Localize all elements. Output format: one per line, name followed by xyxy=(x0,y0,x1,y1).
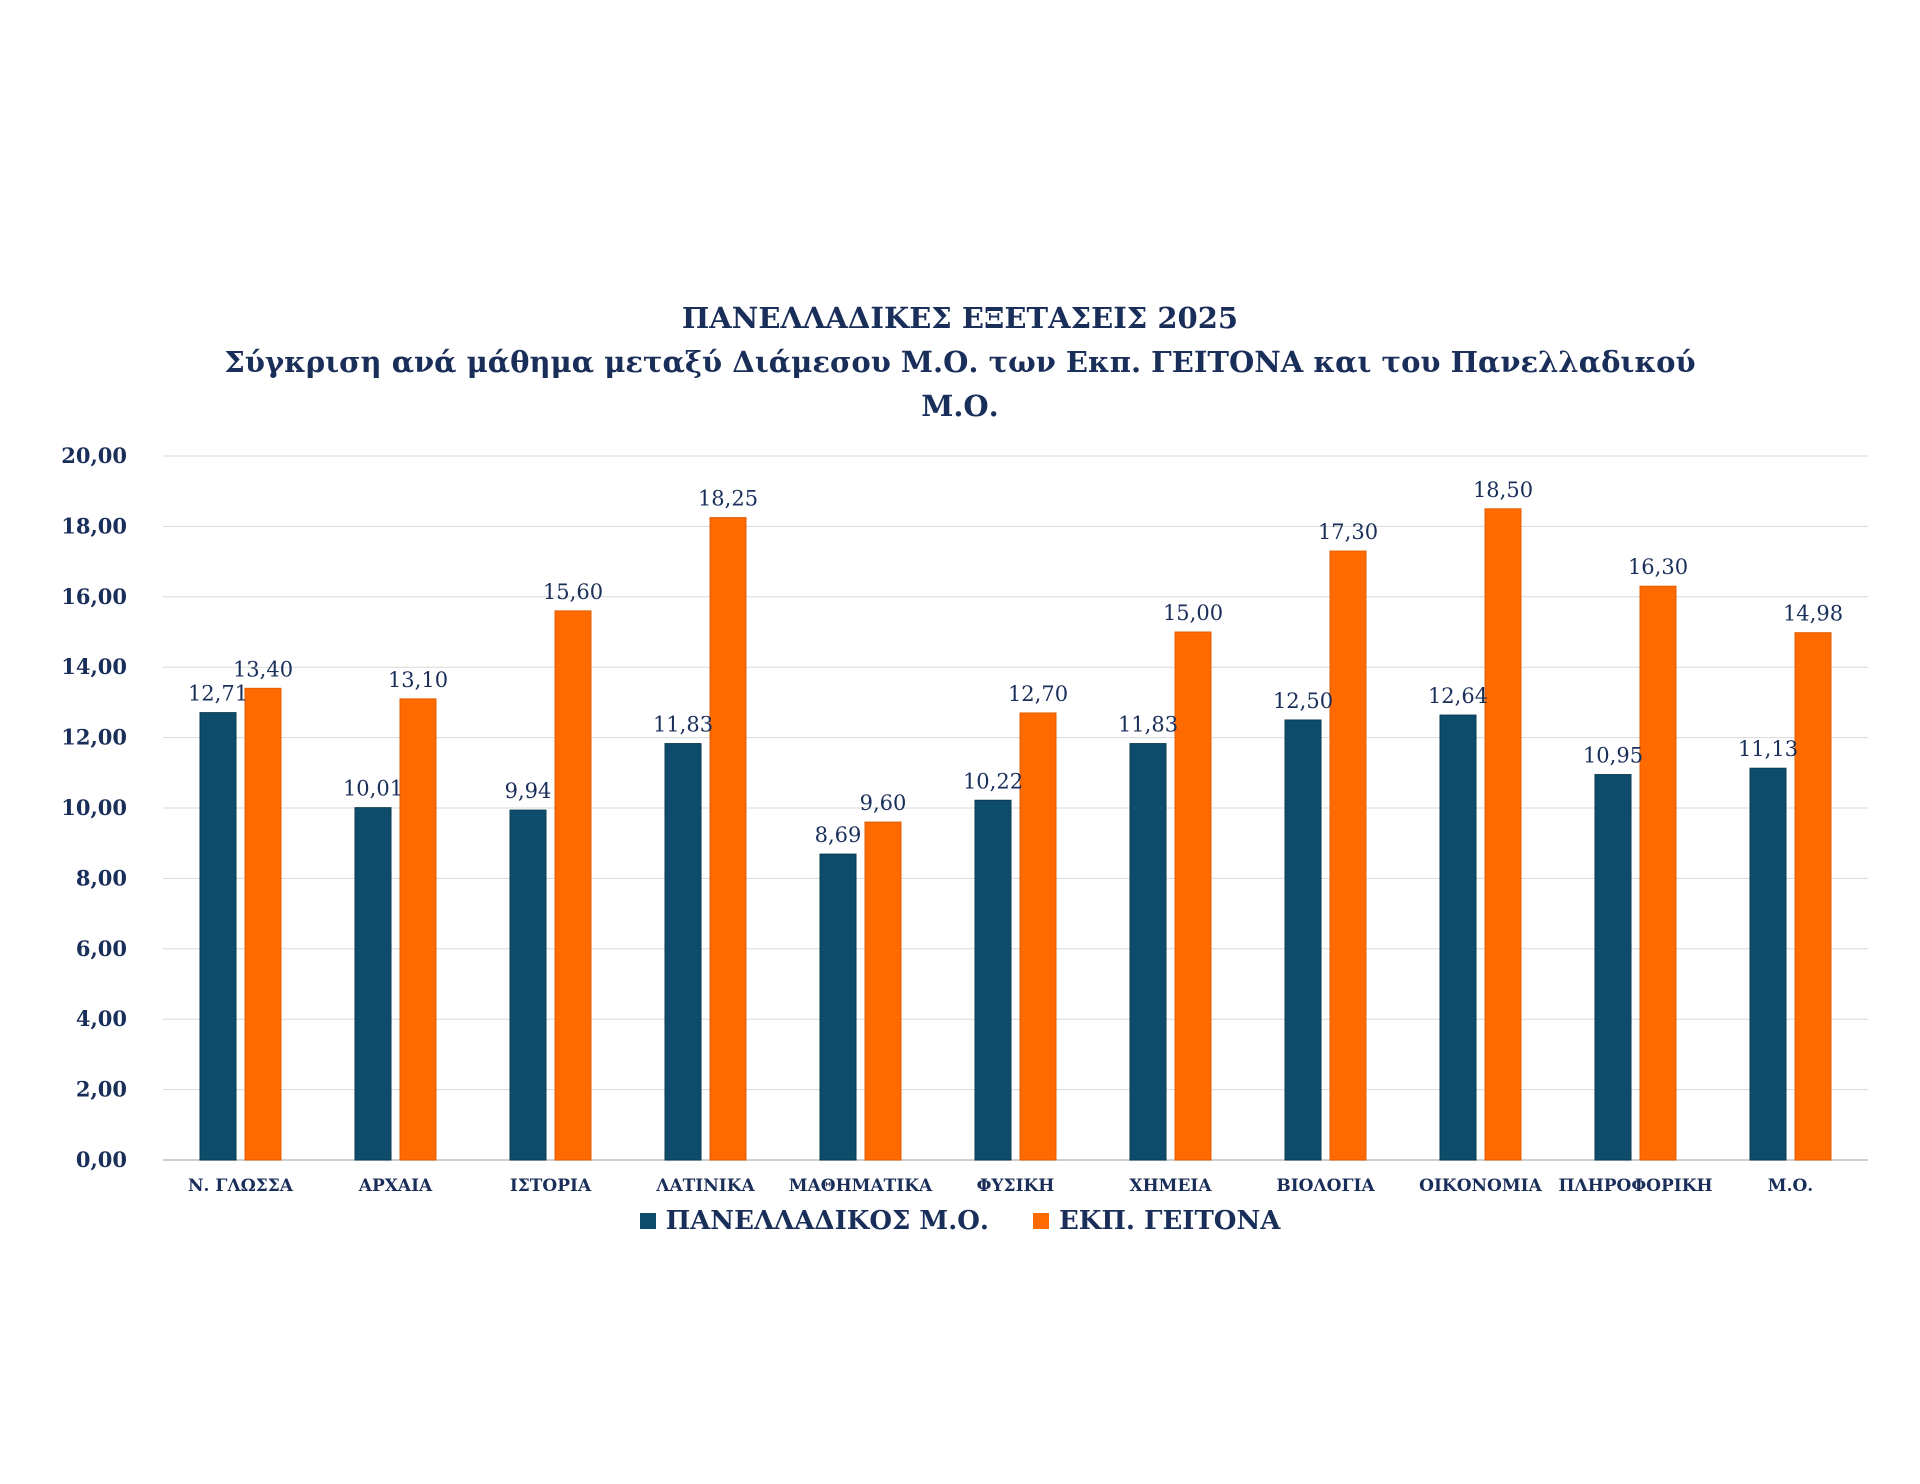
legend-label-national-average: ΠΑΝΕΛΛΑΔΙΚΟΣ Μ.Ο. xyxy=(665,1206,989,1236)
chart-title-line-1: ΠΑΝΕΛΛΑΔΙΚΕΣ ΕΞΕΤΑΣΕΙΣ 2025 xyxy=(681,301,1239,335)
data-label: 11,83 xyxy=(653,713,713,737)
x-tick-label: ΒΙΟΛΟΓΙΑ xyxy=(1276,1176,1375,1196)
data-label: 10,95 xyxy=(1583,744,1643,768)
chart-title: ΠΑΝΕΛΛΑΔΙΚΕΣ ΕΞΕΤΑΣΕΙΣ 2025 Σύγκριση ανά… xyxy=(0,296,1920,428)
x-tick-label: ΦΥΣΙΚΗ xyxy=(977,1176,1055,1196)
bar xyxy=(1284,719,1322,1161)
data-label: 9,94 xyxy=(505,779,552,803)
bar xyxy=(709,517,747,1161)
y-tick-label: 8,00 xyxy=(76,865,127,890)
data-label: 9,60 xyxy=(860,791,907,815)
data-label: 15,00 xyxy=(1163,601,1223,625)
bar xyxy=(1174,631,1212,1161)
y-tick-label: 10,00 xyxy=(61,795,127,820)
y-tick-label: 20,00 xyxy=(61,443,127,468)
bar xyxy=(819,853,857,1161)
data-label: 10,01 xyxy=(343,777,403,801)
legend-swatch-geitonas-school xyxy=(1032,1213,1049,1229)
x-tick-label: ΑΡΧΑΙΑ xyxy=(358,1176,433,1196)
legend: ΠΑΝΕΛΛΑΔΙΚΟΣ Μ.Ο. ΕΚΠ. ΓΕΙΤΟΝΑ xyxy=(0,1206,1920,1236)
y-tick-label: 18,00 xyxy=(61,513,127,538)
data-label: 13,40 xyxy=(233,657,293,681)
bar xyxy=(509,809,547,1161)
bar xyxy=(1594,774,1632,1161)
data-label: 13,10 xyxy=(388,668,448,692)
data-label: 18,25 xyxy=(698,487,758,511)
chart-title-line-3: Μ.Ο. xyxy=(921,389,999,423)
bar xyxy=(244,687,282,1161)
data-label: 8,69 xyxy=(815,823,862,847)
data-label: 17,30 xyxy=(1318,520,1378,544)
x-tick-label: Μ.Ο. xyxy=(1768,1176,1813,1196)
bar xyxy=(1019,712,1057,1161)
y-tick-label: 0,00 xyxy=(76,1147,127,1172)
bar xyxy=(974,799,1012,1161)
data-label: 18,50 xyxy=(1473,478,1533,502)
legend-item-geitonas-school: ΕΚΠ. ΓΕΙΤΟΝΑ xyxy=(1032,1206,1281,1236)
data-label: 14,98 xyxy=(1783,602,1843,626)
legend-label-geitonas-school: ΕΚΠ. ΓΕΙΤΟΝΑ xyxy=(1058,1206,1281,1236)
x-tick-label: ΠΛΗΡΟΦΟΡΙΚΗ xyxy=(1558,1176,1712,1196)
y-tick-label: 12,00 xyxy=(61,725,127,750)
bar xyxy=(354,807,392,1161)
bar xyxy=(664,743,702,1161)
data-label: 12,64 xyxy=(1428,684,1488,708)
data-label: 11,13 xyxy=(1738,737,1798,761)
bar xyxy=(1129,743,1167,1161)
data-label: 12,71 xyxy=(188,682,248,706)
y-tick-label: 16,00 xyxy=(61,584,127,609)
bar xyxy=(1639,585,1677,1161)
y-tick-label: 6,00 xyxy=(76,936,127,961)
legend-item-national-average: ΠΑΝΕΛΛΑΔΙΚΟΣ Μ.Ο. xyxy=(639,1206,989,1236)
legend-swatch-national-average xyxy=(639,1213,656,1229)
data-label: 15,60 xyxy=(543,580,603,604)
x-axis: Ν. ΓΛΩΣΣΑ ΑΡΧΑΙΑ ΙΣΤΟΡΙΑ ΛΑΤΙΝΙΚΑ ΜΑΘΗΜΑΤΙΚΑ… xyxy=(188,1176,1813,1196)
data-label: 10,22 xyxy=(963,769,1023,793)
bar xyxy=(554,610,592,1161)
y-tick-label: 14,00 xyxy=(61,654,127,679)
x-tick-label: ΙΣΤΟΡΙΑ xyxy=(510,1176,592,1196)
y-tick-label: 4,00 xyxy=(76,1006,127,1031)
y-axis: 0,00 2,00 4,00 6,00 8,00 10,00 12,00 14,00 16,00… xyxy=(61,443,127,1172)
bar xyxy=(1794,632,1832,1161)
data-label: 12,50 xyxy=(1273,689,1333,713)
y-tick-label: 2,00 xyxy=(76,1077,127,1102)
data-label: 16,30 xyxy=(1628,555,1688,579)
x-tick-label: ΛΑΤΙΝΙΚΑ xyxy=(655,1176,755,1196)
x-tick-label: ΧΗΜΕΙΑ xyxy=(1129,1176,1212,1196)
bar xyxy=(1329,550,1367,1161)
data-label: 11,83 xyxy=(1118,713,1178,737)
bar xyxy=(864,821,902,1161)
x-tick-label: ΜΑΘΗΜΑΤΙΚΑ xyxy=(789,1176,933,1196)
chart-title-line-2: Σύγκριση ανά μάθημα μεταξύ Διάμεσου Μ.Ο.… xyxy=(224,345,1696,379)
bar xyxy=(1484,508,1522,1161)
data-label: 12,70 xyxy=(1008,682,1068,706)
bar xyxy=(1439,714,1477,1161)
x-tick-label: Ν. ΓΛΩΣΣΑ xyxy=(188,1176,294,1196)
bar xyxy=(199,712,237,1161)
bars xyxy=(199,508,1832,1161)
bar xyxy=(399,698,437,1161)
gridlines xyxy=(163,455,1868,1161)
x-tick-label: ΟΙΚΟΝΟΜΙΑ xyxy=(1419,1176,1542,1196)
bar xyxy=(1749,767,1787,1161)
